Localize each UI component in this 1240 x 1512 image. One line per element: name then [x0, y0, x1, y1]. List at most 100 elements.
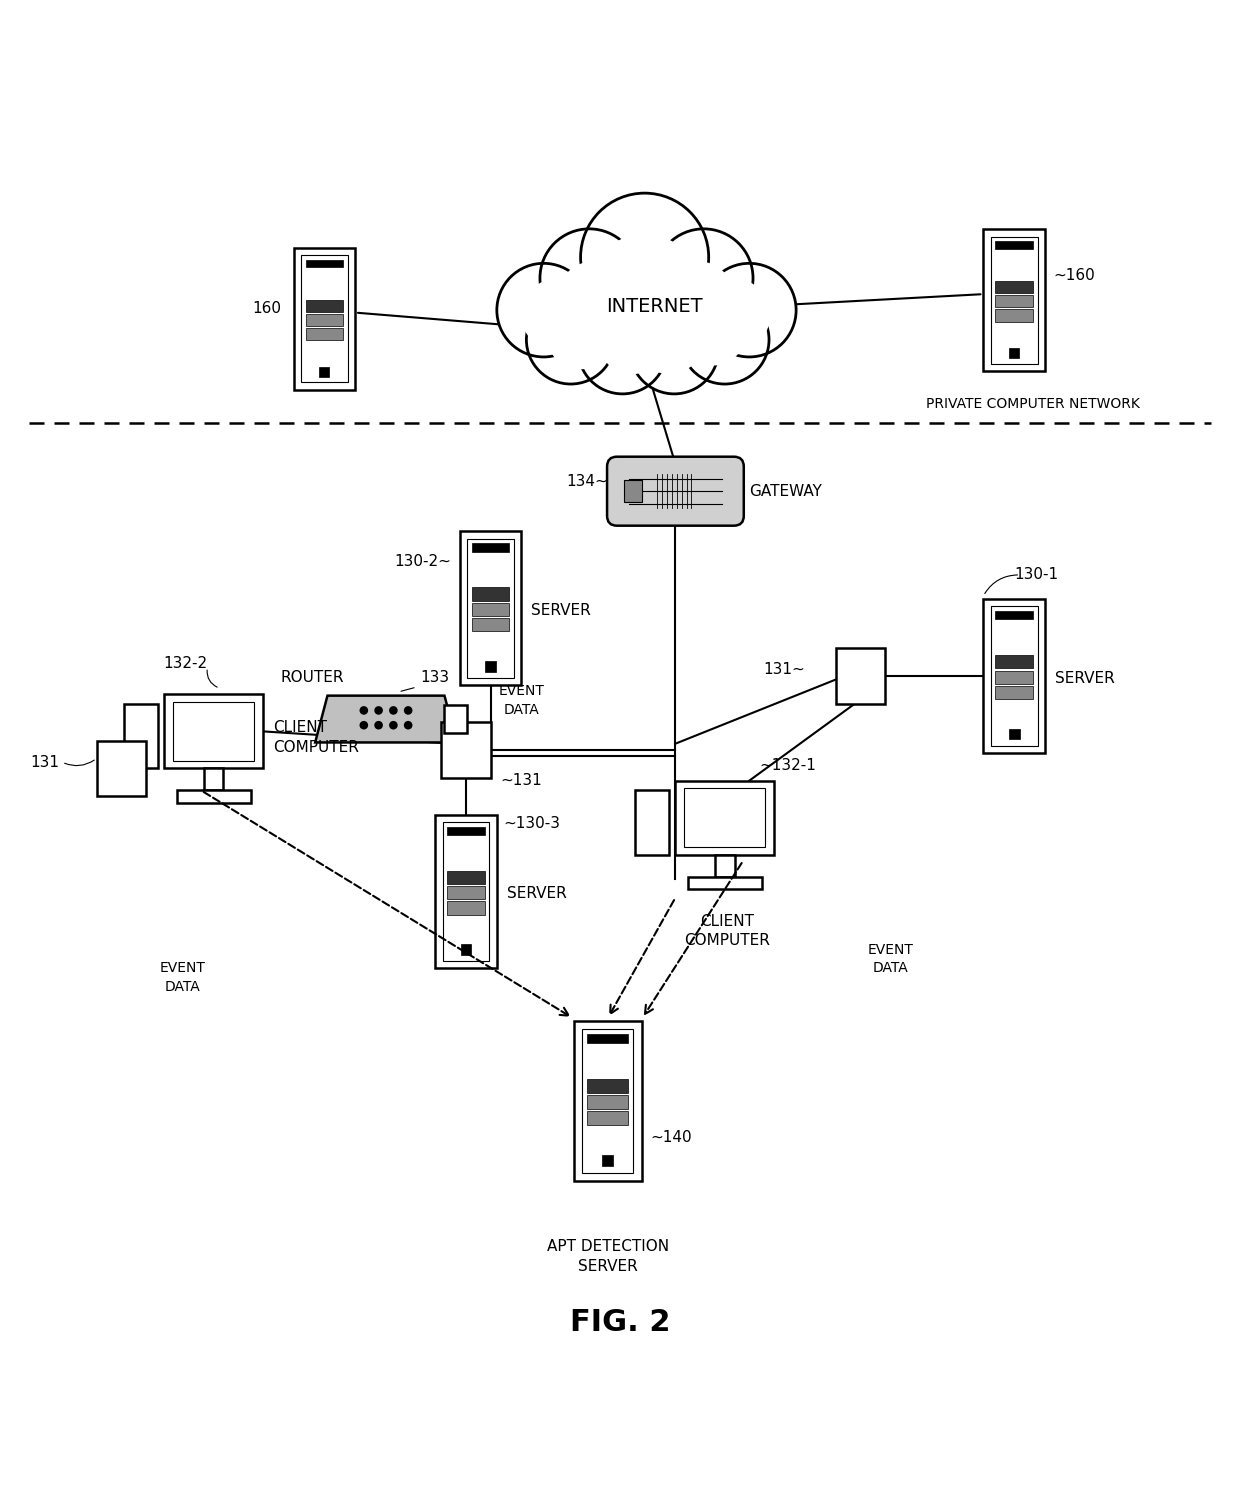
Text: PRIVATE COMPUTER NETWORK: PRIVATE COMPUTER NETWORK — [926, 398, 1140, 411]
Circle shape — [360, 706, 368, 715]
Bar — [306, 328, 343, 340]
Bar — [174, 702, 254, 761]
Bar — [996, 295, 1033, 307]
Text: 132-2: 132-2 — [164, 656, 207, 671]
Bar — [587, 1111, 629, 1125]
Bar — [124, 705, 159, 768]
Bar — [996, 655, 1033, 668]
Bar — [97, 741, 146, 795]
Bar — [320, 366, 330, 376]
Text: CLIENT
COMPUTER: CLIENT COMPUTER — [684, 913, 770, 948]
Text: INTERNET: INTERNET — [606, 296, 703, 316]
FancyBboxPatch shape — [608, 457, 744, 526]
Bar — [448, 871, 485, 885]
Bar — [472, 603, 510, 615]
Circle shape — [681, 295, 769, 384]
Circle shape — [527, 295, 615, 384]
Circle shape — [404, 706, 413, 715]
Bar — [443, 823, 490, 962]
Bar — [435, 815, 497, 969]
Circle shape — [360, 721, 368, 729]
Bar — [460, 531, 522, 685]
Circle shape — [655, 228, 753, 328]
Text: SERVER: SERVER — [1055, 671, 1115, 686]
Circle shape — [556, 262, 635, 340]
Text: ~131: ~131 — [501, 773, 542, 788]
Bar — [582, 1030, 634, 1173]
Bar — [587, 1080, 629, 1093]
Text: 133: 133 — [420, 670, 450, 685]
Bar — [448, 901, 485, 915]
Bar — [635, 791, 670, 854]
Bar — [587, 1095, 629, 1108]
Bar — [1009, 729, 1019, 739]
Bar — [603, 1155, 614, 1166]
Bar — [472, 618, 510, 632]
Bar — [983, 599, 1045, 753]
Text: GATEWAY: GATEWAY — [749, 484, 822, 499]
Bar — [714, 854, 734, 877]
Bar — [472, 543, 510, 552]
Bar — [467, 538, 515, 677]
Text: EVENT
DATA: EVENT DATA — [868, 943, 914, 975]
Text: APT DETECTION
SERVER: APT DETECTION SERVER — [547, 1238, 668, 1273]
Bar — [587, 1034, 629, 1043]
Bar — [306, 299, 343, 311]
Text: ~130-3: ~130-3 — [503, 816, 560, 832]
Bar — [164, 694, 263, 768]
Text: ~160: ~160 — [1054, 268, 1095, 283]
Bar — [996, 240, 1033, 249]
Text: ~132-1: ~132-1 — [759, 759, 816, 773]
Circle shape — [703, 263, 796, 357]
Bar — [306, 260, 343, 268]
Polygon shape — [315, 696, 456, 742]
Text: EVENT
DATA: EVENT DATA — [160, 962, 206, 993]
Bar — [485, 661, 496, 671]
Bar — [991, 237, 1038, 364]
Bar — [624, 481, 642, 502]
Text: 134~: 134~ — [565, 473, 608, 488]
Text: ~140: ~140 — [651, 1131, 692, 1145]
Bar — [444, 705, 466, 733]
Bar — [996, 281, 1033, 293]
Circle shape — [580, 194, 709, 321]
Bar — [574, 1021, 641, 1181]
Circle shape — [678, 296, 746, 366]
Bar — [441, 723, 491, 777]
Text: ROUTER: ROUTER — [280, 670, 343, 685]
Text: 160: 160 — [252, 301, 281, 316]
Circle shape — [539, 228, 639, 328]
Text: 131~: 131~ — [763, 662, 805, 677]
Bar — [991, 606, 1038, 745]
Bar — [472, 588, 510, 600]
Circle shape — [389, 706, 398, 715]
Circle shape — [522, 278, 595, 352]
Bar — [836, 649, 885, 703]
Bar — [448, 886, 485, 900]
Text: 131: 131 — [31, 754, 60, 770]
Bar — [996, 310, 1033, 322]
Text: 130-2~: 130-2~ — [394, 553, 451, 569]
Text: SERVER: SERVER — [531, 603, 591, 618]
Circle shape — [404, 721, 413, 729]
Circle shape — [590, 234, 699, 342]
Bar — [301, 256, 347, 383]
Bar — [676, 780, 774, 854]
Bar — [684, 788, 765, 847]
Text: CLIENT
COMPUTER: CLIENT COMPUTER — [273, 720, 358, 754]
Circle shape — [389, 721, 398, 729]
Bar — [294, 248, 355, 390]
Text: 130-1: 130-1 — [1014, 567, 1058, 582]
Circle shape — [697, 278, 770, 352]
Bar — [996, 686, 1033, 699]
Bar — [996, 670, 1033, 683]
Circle shape — [497, 263, 590, 357]
Circle shape — [374, 706, 383, 715]
Circle shape — [374, 721, 383, 729]
Bar — [460, 943, 471, 956]
Text: SERVER: SERVER — [507, 886, 567, 901]
Circle shape — [657, 262, 735, 340]
Circle shape — [630, 305, 718, 395]
Circle shape — [598, 305, 667, 373]
Bar — [983, 230, 1045, 370]
